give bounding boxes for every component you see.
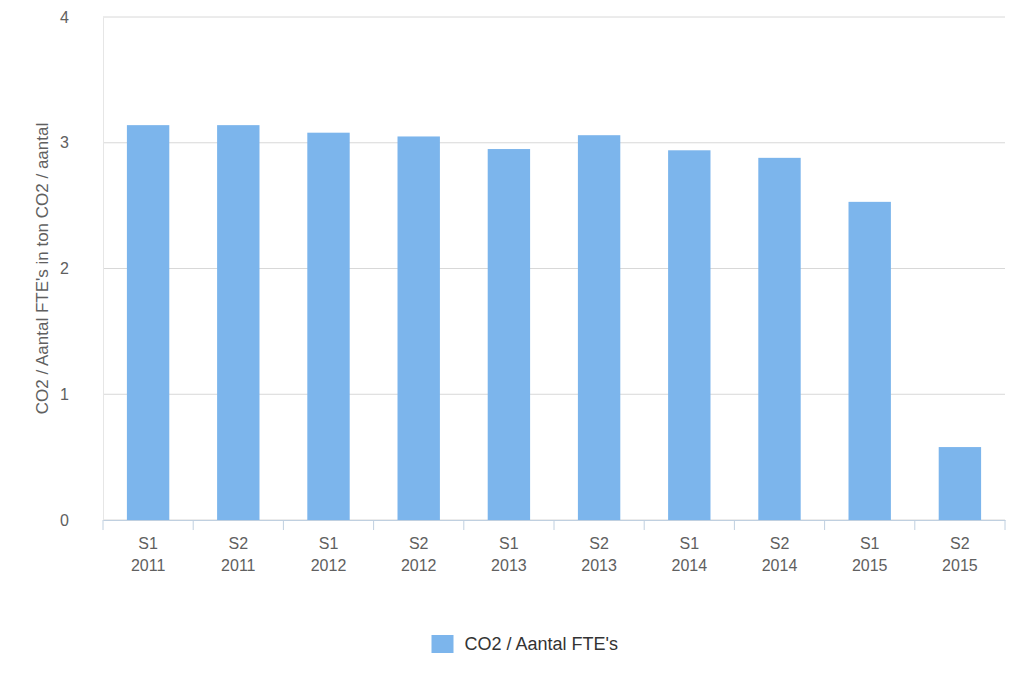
category-divider <box>1005 520 1006 530</box>
x-tick-label-line: 2013 <box>581 557 617 574</box>
bar <box>849 202 891 520</box>
x-tick-label-line: 2012 <box>311 557 347 574</box>
x-tick-label: S1 2011 <box>131 535 166 574</box>
bar <box>668 150 710 520</box>
category-divider <box>824 520 825 530</box>
x-tick-label: S2 2012 <box>401 535 437 574</box>
x-tick-label-line: 2012 <box>401 557 437 574</box>
y-tick-label: 0 <box>60 512 69 529</box>
category-divider <box>373 520 374 530</box>
x-tick-label-line: S2 <box>770 535 790 552</box>
y-tick-label: 3 <box>60 134 69 151</box>
x-tick: S2 2014 <box>762 520 798 574</box>
x-tick-label-line: S1 <box>319 535 339 552</box>
x-tick-label-line: S2 <box>589 535 609 552</box>
y-tick: 3 <box>60 134 103 151</box>
category-divider <box>103 520 104 530</box>
x-tick: S1 2014 <box>672 520 708 574</box>
y-tick-label: 4 <box>60 9 69 26</box>
legend: CO2 / Aantal FTE's <box>432 634 619 654</box>
y-tick: 2 <box>60 260 103 277</box>
y-tick: 0 <box>60 512 103 529</box>
y-axis-title: CO2 / Aantal FTE's in ton CO2 / aantal <box>33 123 52 414</box>
grid <box>103 17 1005 520</box>
chart: 0 1 2 3 4 S1 2011 S2 2011 S1 2012 S2 2012 S1 2013 S2 201… <box>0 0 1024 683</box>
bar <box>488 149 530 520</box>
grid-line <box>103 17 1005 18</box>
category-divider <box>554 520 555 530</box>
x-tick-label-line: S1 <box>138 535 158 552</box>
x-tick-label-line: 2011 <box>131 557 166 574</box>
x-tick-label-line: 2015 <box>852 557 888 574</box>
x-tick-label-line: S2 <box>229 535 249 552</box>
category-divider <box>644 520 645 530</box>
bar <box>398 136 440 520</box>
legend-label[interactable]: CO2 / Aantal FTE's <box>465 634 619 654</box>
bar <box>127 125 169 520</box>
x-tick-label-line: S2 <box>950 535 970 552</box>
x-tick-label-line: 2014 <box>762 557 798 574</box>
bar <box>758 158 800 520</box>
x-tick-label-line: S1 <box>499 535 519 552</box>
legend-swatch[interactable] <box>432 635 454 653</box>
x-tick-label: S1 2014 <box>672 535 708 574</box>
x-tick-label: S1 2013 <box>491 535 527 574</box>
x-tick: S2 2013 <box>581 520 617 574</box>
x-tick: S1 2012 <box>311 520 347 574</box>
bar <box>578 135 620 520</box>
y-tick: 4 <box>60 9 103 26</box>
x-axis: S1 2011 S2 2011 S1 2012 S2 2012 S1 2013 S2 2013 S1 20… <box>104 520 1006 574</box>
x-tick: S1 2015 <box>852 520 888 574</box>
category-divider <box>463 520 464 530</box>
y-tick-label: 1 <box>60 386 69 403</box>
x-tick-label: S2 2011 <box>221 535 256 574</box>
category-divider <box>734 520 735 530</box>
x-tick: S1 2013 <box>491 520 527 574</box>
x-tick-label-line: S2 <box>409 535 429 552</box>
x-tick-label-line: 2015 <box>942 557 978 574</box>
x-tick: S2 2012 <box>401 520 437 574</box>
bar <box>307 133 349 520</box>
x-tick-label-line: 2011 <box>221 557 256 574</box>
category-divider <box>193 520 194 530</box>
bar <box>217 125 259 520</box>
x-tick-label: S2 2013 <box>581 535 617 574</box>
bar <box>939 447 981 520</box>
y-axis-line <box>103 18 104 521</box>
y-tick-label: 2 <box>60 260 69 277</box>
y-axis: 0 1 2 3 4 <box>60 9 103 529</box>
x-tick-label: S2 2015 <box>942 535 978 574</box>
x-tick-label: S1 2015 <box>852 535 888 574</box>
category-divider <box>283 520 284 530</box>
x-tick: S1 2011 <box>131 520 166 574</box>
x-tick-label-line: 2013 <box>491 557 527 574</box>
bars <box>127 125 981 520</box>
y-tick: 1 <box>60 386 103 403</box>
x-tick-label-line: 2014 <box>672 557 708 574</box>
x-tick-label: S2 2014 <box>762 535 798 574</box>
x-tick-label-line: S1 <box>680 535 700 552</box>
x-tick: S2 2015 <box>942 520 978 574</box>
category-divider <box>914 520 915 530</box>
x-tick-label-line: S1 <box>860 535 880 552</box>
x-tick: S2 2011 <box>221 520 256 574</box>
x-tick-label: S1 2012 <box>311 535 347 574</box>
